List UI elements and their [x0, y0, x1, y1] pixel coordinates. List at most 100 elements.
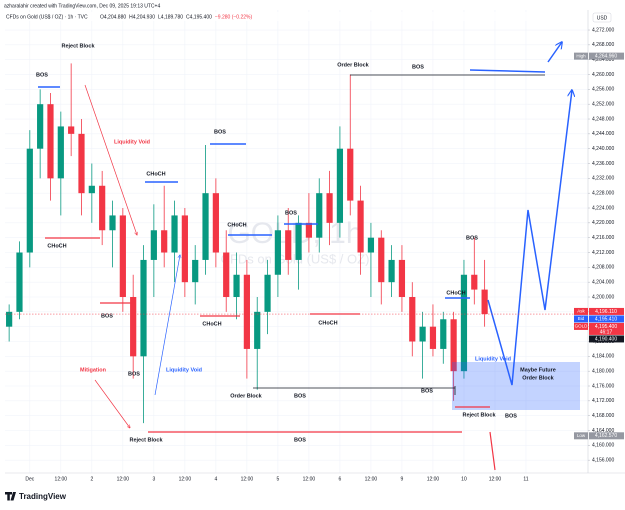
- mitigation-arrow: [94, 379, 130, 428]
- candle-body: [109, 215, 116, 231]
- annotation: Order Block: [337, 62, 369, 68]
- y-tick-label: 4,176.000: [592, 383, 614, 389]
- x-tick-label: 6: [339, 476, 342, 482]
- candle-body: [450, 319, 457, 372]
- candle-body: [460, 274, 468, 372]
- candle-body: [16, 252, 23, 312]
- price-tag-box: [574, 315, 588, 323]
- y-tick-label: 4,180.000: [592, 369, 614, 375]
- candle-body: [223, 252, 230, 298]
- annotations: Reject Block BOS Liquidity Void CHoCH BOS Mit…: [36, 43, 556, 443]
- candle-body: [471, 274, 478, 290]
- price-tag: Low: [577, 433, 586, 438]
- candle-body: [68, 126, 75, 134]
- currency-box: [592, 12, 612, 23]
- y-tick-label: 4,248.000: [592, 116, 614, 122]
- candle-body: [192, 259, 199, 283]
- price-tag: GOLD: [575, 324, 589, 329]
- annotation: BOS: [412, 64, 424, 70]
- x-tick-label: 11: [523, 476, 528, 482]
- candle-body: [254, 311, 261, 349]
- candle-body: [367, 237, 375, 253]
- currency: USD: [597, 15, 608, 21]
- x-tick-label: 12:00: [489, 476, 502, 482]
- annotation: BOS: [128, 371, 140, 377]
- projection: [487, 90, 572, 386]
- candle-body: [357, 200, 364, 253]
- candle-body: [57, 126, 64, 179]
- annotation: Liquidity Void: [166, 367, 202, 373]
- price-label: 4,195.410: [595, 316, 617, 322]
- annotation: Reject Block: [462, 412, 496, 418]
- candle-body: [336, 148, 344, 223]
- price-axis-labels: 4,156.000 4,160.000 4,164.000 4,168.000 4,17…: [574, 27, 624, 463]
- y-tick-label: 4,228.000: [592, 191, 614, 197]
- annotation: BOS: [101, 313, 113, 319]
- annotation: CHoCH: [47, 243, 66, 249]
- annotation: BOS: [36, 72, 48, 78]
- x-tick-label: 9: [401, 476, 404, 482]
- annotation: Mitigation: [80, 367, 107, 373]
- y-tick-label: 4,204.000: [592, 280, 614, 286]
- candle-body: [130, 297, 137, 357]
- annotation: Maybe Future: [520, 367, 556, 373]
- symbol: CFDs on Gold (US$ / OZ) · 1h · TVC: [6, 14, 88, 20]
- y-tick-label: 4,164.000: [592, 428, 614, 434]
- legend-bg: [5, 12, 585, 21]
- y-tick-label: 4,208.000: [592, 265, 614, 271]
- price-label-box: [589, 335, 624, 343]
- x-tick-label: 4: [214, 476, 217, 482]
- candle-body: [150, 230, 157, 260]
- countdown: 46:17: [600, 329, 613, 335]
- annotation: Liquidity Void: [114, 139, 150, 145]
- logo: [5, 492, 16, 501]
- y-tick-label: 4,272.000: [592, 27, 614, 33]
- y-tick-label: 4,216.000: [592, 235, 614, 241]
- price-label: 4,162.570: [595, 433, 617, 439]
- ohlc-value: H4,204.930: [129, 14, 155, 20]
- y-tick-label: 4,256.000: [592, 87, 614, 93]
- candle-body: [37, 104, 44, 149]
- price-label-box: [589, 432, 624, 440]
- y-tick-label: 4,224.000: [592, 205, 614, 211]
- candle-body: [419, 326, 426, 342]
- projection-arrow: [547, 42, 562, 63]
- y-tick-label: 4,184.000: [592, 354, 614, 360]
- price-tag-box: [574, 307, 588, 315]
- annotation: BOS: [421, 388, 433, 394]
- x-tick-label: 12:00: [241, 476, 254, 482]
- candle-body: [99, 185, 106, 231]
- candle-body: [243, 274, 250, 349]
- price-tag-box: [574, 52, 588, 60]
- candle-body: [88, 185, 95, 194]
- candle-body: [26, 148, 33, 253]
- y-tick-label: 4,268.000: [592, 42, 614, 48]
- annotation: CHoCH: [202, 321, 221, 327]
- y-tick-label: 4,200.000: [592, 294, 614, 300]
- annotation: Reject Block: [129, 437, 163, 443]
- price-label-box: [589, 307, 624, 315]
- x-tick-label: 12:00: [427, 476, 440, 482]
- y-tick-label: 4,212.000: [592, 250, 614, 256]
- annotation: CHoCH: [146, 171, 165, 177]
- x-tick-label: 5: [277, 476, 280, 482]
- candles: [6, 63, 488, 424]
- candle-body: [181, 215, 188, 283]
- candle-body: [171, 215, 178, 253]
- bos-lines: [38, 69, 546, 299]
- y-tick-label: 4,160.000: [592, 443, 614, 449]
- candle-body: [233, 274, 240, 298]
- y-tick-label: 4,156.000: [592, 457, 614, 463]
- candle-body: [440, 319, 447, 349]
- liquidity-arrow: [154, 255, 180, 396]
- y-tick-label: 4,236.000: [592, 161, 614, 167]
- annotation: BOS: [294, 393, 306, 399]
- candle-body: [285, 230, 292, 260]
- annotation: BOS: [214, 129, 226, 135]
- order-block-zone: [452, 362, 580, 410]
- candle-body: [78, 133, 85, 194]
- price-label: 4,264.960: [595, 53, 617, 59]
